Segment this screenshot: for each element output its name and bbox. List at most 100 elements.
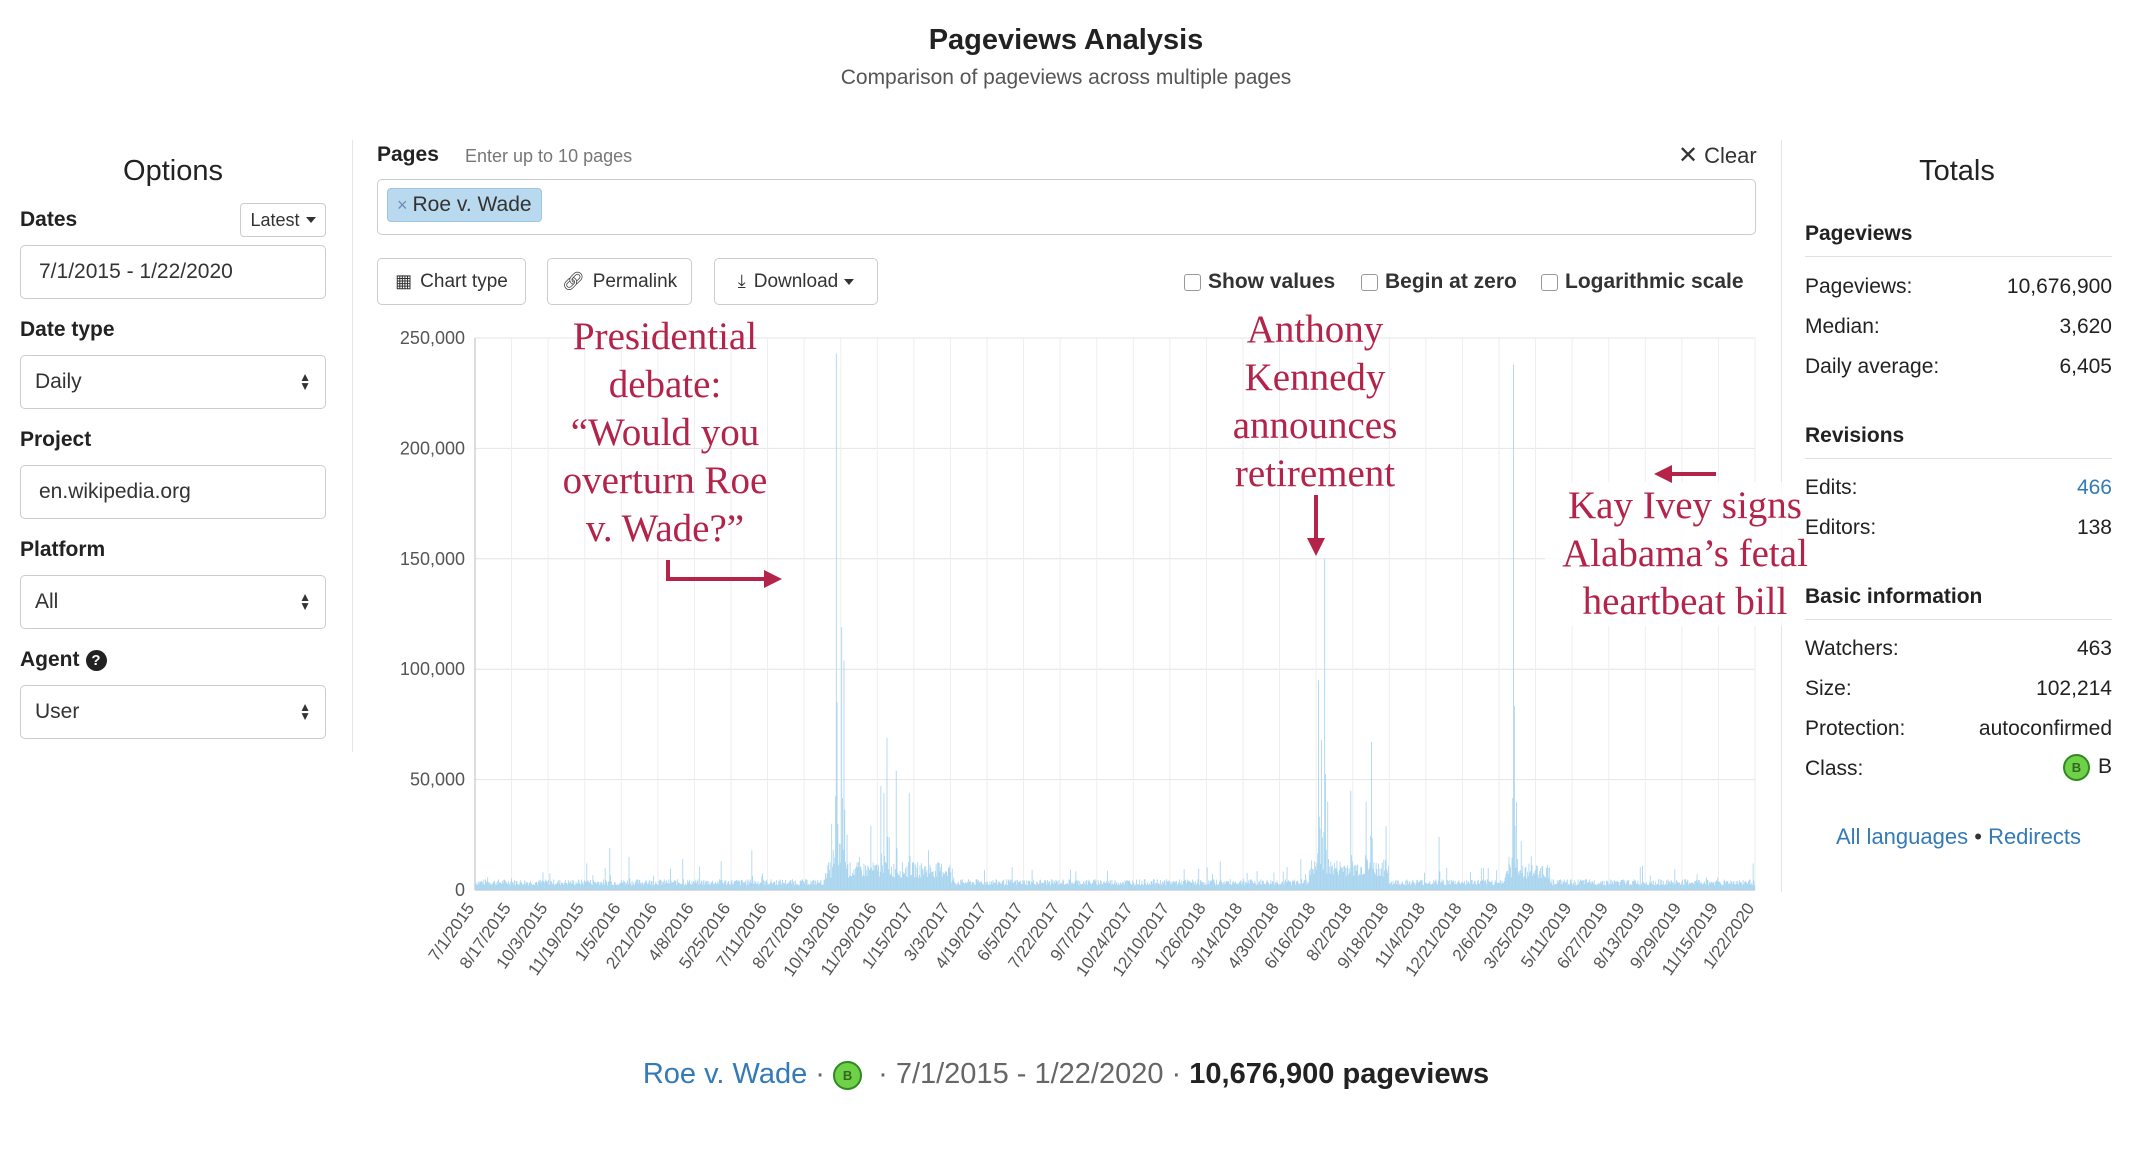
daily-bar <box>1599 881 1601 890</box>
daily-bar <box>1673 884 1675 890</box>
arrow-ivey-head <box>1654 465 1672 483</box>
daily-bar <box>1062 879 1064 890</box>
pageviews-chart[interactable]: 050,000100,000150,000200,000250,0007/1/2… <box>340 320 1770 990</box>
latest-dropdown-button[interactable]: Latest <box>240 203 326 237</box>
daily-bar <box>686 884 688 890</box>
checkbox-box[interactable] <box>1541 273 1558 291</box>
daily-bar <box>1644 883 1646 890</box>
daily-bar <box>947 867 949 890</box>
daily-bar <box>1607 882 1609 890</box>
daily-bar <box>1338 870 1340 890</box>
daily-bar <box>1658 879 1660 890</box>
daily-bar <box>1668 881 1670 890</box>
daily-bar <box>1405 885 1407 890</box>
daily-bar <box>766 879 767 890</box>
daily-bar <box>696 882 697 890</box>
daily-bar <box>595 882 597 890</box>
daily-bar <box>1079 880 1081 890</box>
daily-bar <box>909 855 911 890</box>
daily-bar <box>825 877 827 890</box>
daily-bar <box>907 877 909 890</box>
daily-bar <box>1392 881 1394 890</box>
daily-bar <box>1307 882 1309 890</box>
redirects-link[interactable]: Redirects <box>1988 824 2081 849</box>
platform-select[interactable]: All ▲ ▼ <box>20 575 326 629</box>
daily-bar <box>982 883 984 890</box>
daily-bar <box>757 881 759 890</box>
daily-bar <box>759 882 761 890</box>
daily-bar <box>1513 364 1514 891</box>
daily-bar <box>1589 879 1590 890</box>
daily-bar <box>857 867 859 890</box>
show-values-checkbox[interactable]: Show values <box>1184 270 1335 294</box>
checkbox-box[interactable] <box>1184 273 1201 291</box>
daily-bar <box>1115 884 1117 890</box>
daily-bar <box>990 884 992 890</box>
chart-type-button[interactable]: ▦ Chart type <box>377 258 526 305</box>
close-icon: ✕ <box>1678 142 1699 169</box>
daily-bar <box>1461 881 1463 890</box>
all-languages-link[interactable]: All languages <box>1836 824 1969 849</box>
daily-bar <box>1625 884 1627 890</box>
agent-select[interactable]: User ▲ ▼ <box>20 685 326 739</box>
article-link[interactable]: Roe v. Wade <box>642 1058 808 1090</box>
edits-link[interactable]: 466 <box>2076 476 2112 499</box>
daily-bar <box>776 885 778 890</box>
daily-bar <box>1708 882 1710 890</box>
daily-bar <box>1192 879 1194 890</box>
permalink-button[interactable]: 🔗︎ Permalink <box>547 258 692 305</box>
daily-bar <box>571 879 573 890</box>
checkbox-box[interactable] <box>1361 273 1378 291</box>
daily-bar <box>1710 883 1712 890</box>
daily-bar <box>1106 881 1108 890</box>
page-tag[interactable]: × Roe v. Wade <box>387 188 542 222</box>
daily-bar <box>1028 881 1030 890</box>
remove-tag-icon[interactable]: × <box>397 194 408 215</box>
daily-bar <box>769 884 770 890</box>
daily-bar <box>612 884 614 890</box>
daily-bar <box>850 876 852 890</box>
daily-bar <box>1010 880 1012 890</box>
date-type-select[interactable]: Daily ▲ ▼ <box>20 355 326 409</box>
daily-bar <box>1516 859 1518 890</box>
daily-bar <box>529 883 531 890</box>
daily-bar <box>655 881 657 890</box>
daily-bar <box>647 883 649 890</box>
daily-bar <box>1091 883 1093 890</box>
daily-bar <box>747 884 749 890</box>
daily-bar <box>963 882 965 890</box>
daily-bar <box>542 872 544 890</box>
daily-bar <box>596 883 598 890</box>
project-input[interactable]: en.wikipedia.org <box>20 465 326 519</box>
begin-at-zero-checkbox[interactable]: Begin at zero <box>1361 270 1517 294</box>
daily-bar <box>1241 884 1243 890</box>
download-button[interactable]: ⤓ Download <box>714 258 878 305</box>
pages-input[interactable] <box>377 179 1756 235</box>
daily-bar <box>1744 881 1746 890</box>
daily-bar <box>785 879 787 890</box>
daily-bar <box>1237 884 1239 890</box>
daily-bar <box>614 882 616 890</box>
log-scale-checkbox[interactable]: Logarithmic scale <box>1541 270 1744 294</box>
date-range-input[interactable]: 7/1/2015 - 1/22/2020 <box>20 245 326 299</box>
daily-bar <box>681 883 683 890</box>
daily-bar <box>534 885 535 890</box>
daily-bar <box>1497 883 1498 890</box>
daily-bar <box>610 881 612 890</box>
daily-bar <box>1666 884 1668 890</box>
daily-bar <box>1242 882 1243 890</box>
daily-bar <box>1553 879 1554 890</box>
daily-bar <box>1645 882 1647 890</box>
y-tick-label: 50,000 <box>410 770 465 790</box>
daily-bar <box>1406 879 1408 890</box>
daily-bar <box>1377 876 1379 890</box>
daily-bar <box>1043 883 1045 890</box>
clear-button[interactable]: ✕ Clear <box>1678 141 1757 170</box>
daily-bar <box>650 884 651 890</box>
daily-bar <box>1181 880 1183 890</box>
daily-bar <box>844 809 846 890</box>
daily-bar <box>799 885 800 890</box>
question-circle-icon[interactable]: ? <box>85 650 107 671</box>
daily-bar <box>1261 884 1263 890</box>
daily-bar <box>967 881 969 890</box>
